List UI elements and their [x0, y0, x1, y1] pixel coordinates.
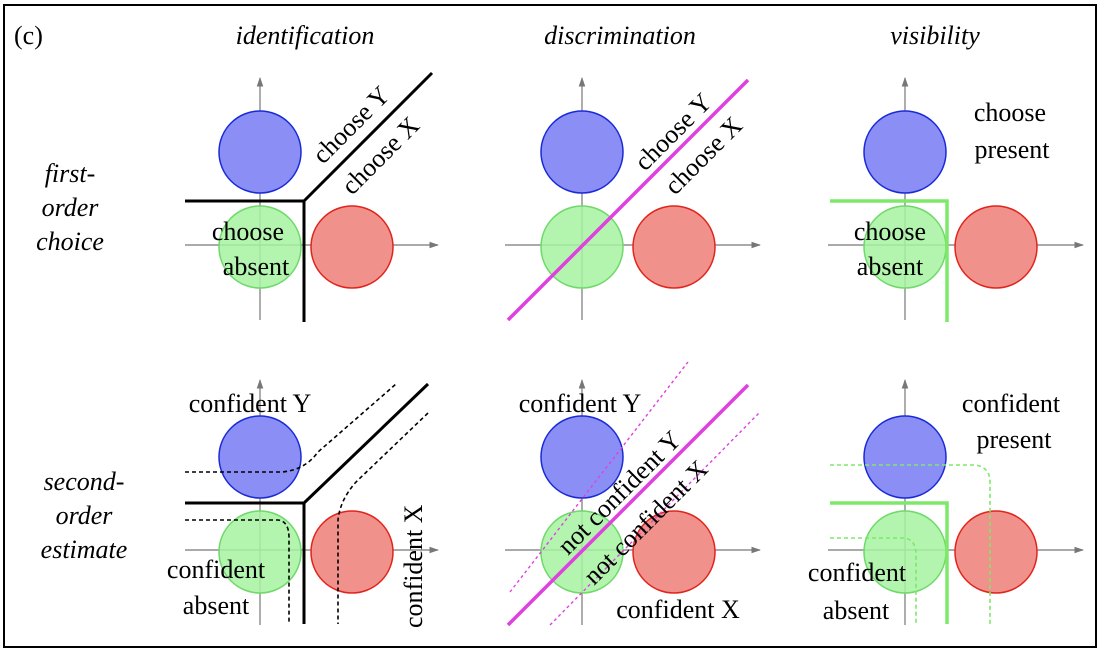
panel-visibility-second-order: confident present confident absent [808, 379, 1084, 625]
stimulus-x-circle [632, 205, 716, 289]
stimulus-y-circle [218, 415, 302, 499]
label-choose-present-line2: present [974, 135, 1050, 164]
confidence-boundaries [509, 361, 761, 626]
stimulus-y-circle [540, 415, 624, 499]
stimulus-y-circle [540, 110, 624, 194]
row-header-second-order: second- order estimate [41, 467, 128, 564]
stimulus-x-circle [632, 510, 716, 594]
panel-identification-second-order: confident Y confident X confident absent [167, 379, 439, 628]
row-header-first-line3: choice [36, 227, 104, 256]
label-choose-absent-line1: choose [854, 217, 926, 246]
row-header-second-line3: estimate [41, 535, 128, 564]
stimulus-x-circle [310, 205, 394, 289]
panel-identification-first-order: choose Y choose X choose absent [185, 71, 439, 322]
label-confident-absent-line2: absent [183, 591, 250, 620]
decision-boundary [830, 501, 949, 624]
figure-frame [3, 4, 1097, 648]
label-confident-y: confident Y [189, 389, 312, 418]
label-confident-absent-line1: confident [808, 558, 907, 587]
label-choose-absent-line2: absent [857, 252, 924, 281]
decision-boundary [185, 382, 430, 624]
column-header-identification: identification [236, 21, 375, 50]
stimulus-x-circle [954, 510, 1038, 594]
label-confident-absent-line1: confident [167, 555, 266, 584]
column-header-discrimination: discrimination [544, 21, 696, 50]
decision-boundary [830, 199, 949, 322]
row-header-first-order: first- order choice [36, 159, 104, 256]
panel-visibility-first-order: choose present choose absent [828, 77, 1084, 322]
label-confident-absent-line2: absent [823, 596, 890, 625]
panel-discrimination-first-order: choose Y choose X [505, 77, 761, 322]
label-choose-present-line1: choose [974, 98, 1046, 127]
stimulus-y-circle [218, 110, 302, 194]
label-confident-x: confident X [616, 595, 740, 624]
label-confident-present-line1: confident [962, 389, 1061, 418]
absent-circle [218, 205, 302, 289]
stimulus-y-circle [863, 415, 947, 499]
stimulus-x-circle [310, 510, 394, 594]
panel-discrimination-second-order: confident Y not confident Y not confiden… [505, 361, 761, 627]
confidence-boundaries [185, 383, 429, 624]
row-header-second-line1: second- [44, 467, 125, 496]
decision-boundary [506, 78, 750, 322]
row-header-second-line2: order [56, 501, 114, 530]
label-confident-y: confident Y [519, 389, 642, 418]
row-header-first-line2: order [42, 193, 100, 222]
decision-boundary [506, 383, 750, 627]
row-header-first-line1: first- [45, 159, 96, 188]
column-header-visibility: visibility [890, 21, 980, 50]
decision-boundary [185, 71, 434, 322]
stimulus-x-circle [954, 205, 1038, 289]
label-choose-absent-line1: choose [212, 217, 284, 246]
stimulus-y-circle [863, 110, 947, 194]
panel-label: (c) [14, 21, 43, 50]
absent-circle [218, 510, 302, 594]
confidence-boundaries [830, 464, 991, 624]
label-confident-present-line2: present [976, 425, 1052, 454]
label-confident-x: confident X [399, 504, 428, 628]
label-choose-absent-line2: absent [223, 252, 290, 281]
